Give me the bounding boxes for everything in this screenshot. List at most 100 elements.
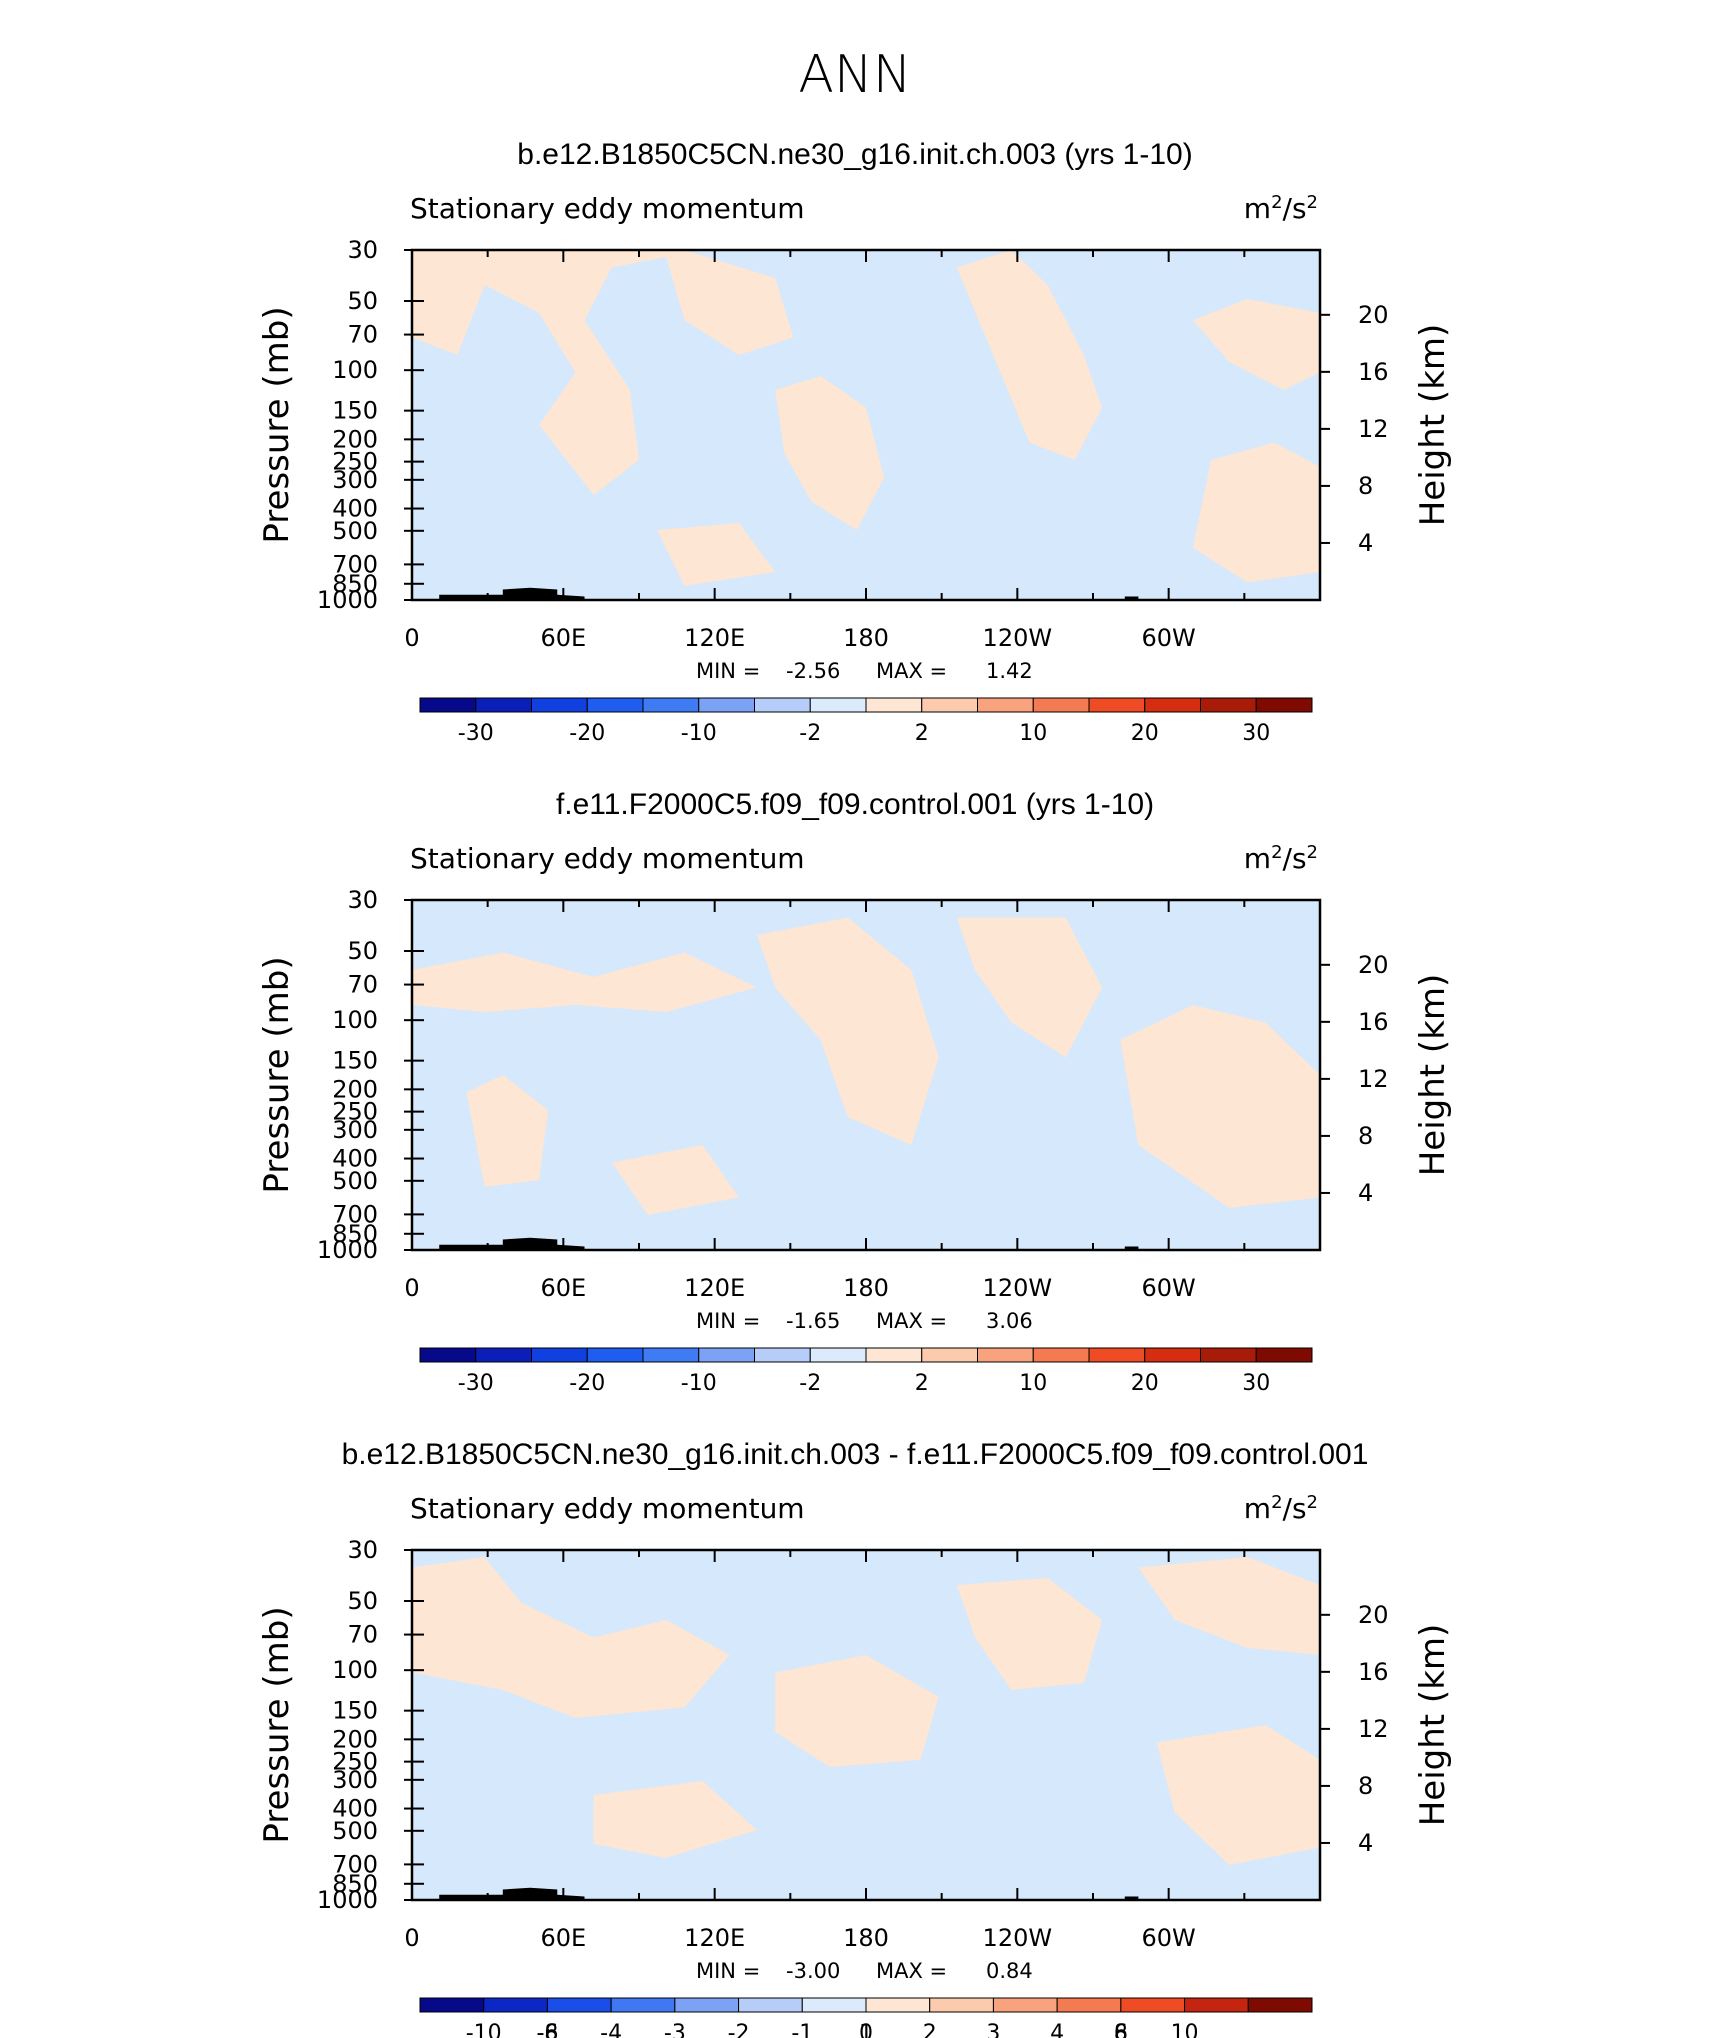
colorbar-tick-label: 2 (915, 721, 929, 746)
variable-label: Stationary eddy momentum (410, 1492, 805, 1525)
stat-max-label: MAX = (876, 1959, 947, 1983)
height-tick-label: 16 (1358, 1008, 1389, 1036)
y-axis-label-right: Height (km) (1413, 324, 1453, 527)
colorbar-tick-label: -10 (681, 721, 717, 746)
contour-fill-positive (412, 952, 758, 1012)
colorbar-swatch (977, 1347, 1034, 1363)
height-tick-label: 4 (1358, 1829, 1373, 1857)
contour-fill-positive (593, 1781, 758, 1858)
contour-fill-positive (775, 376, 885, 530)
stat-max-value: 3.06 (986, 1309, 1033, 1333)
colorbar-swatch (1144, 1347, 1201, 1363)
stat-min-label: MIN = (696, 1959, 760, 1983)
stat-max-label: MAX = (876, 659, 947, 683)
panel-3: b.e12.B1850C5CN.ne30_g16.init.ch.003 - f… (257, 1438, 1453, 1983)
y-tick-label: 850 (332, 1220, 378, 1248)
height-tick-label: 20 (1358, 951, 1389, 979)
y-tick-label: 250 (332, 1748, 378, 1776)
colorbar-tick-label: 10 (1171, 2021, 1199, 2038)
y-tick-label: 150 (332, 397, 378, 425)
y-tick-label: 150 (332, 1697, 378, 1725)
x-tick-label: 0 (404, 624, 419, 652)
stat-min-value: -1.65 (786, 1309, 840, 1333)
colorbar-swatch (419, 1347, 477, 1363)
y-tick-label: 100 (332, 1656, 378, 1684)
height-tick-label: 16 (1358, 358, 1389, 386)
colorbar-swatch (738, 1997, 803, 2013)
colorbar-swatch (1120, 1997, 1186, 2013)
colorbar-tick-label: 30 (1242, 721, 1270, 746)
contour-fill-group (412, 1557, 1320, 1865)
y-tick-label: 30 (347, 886, 378, 914)
colorbar-swatch (483, 1997, 548, 2013)
colorbar-swatch (642, 1347, 700, 1363)
x-tick-label: 60W (1142, 1924, 1196, 1952)
panel-1: b.e12.B1850C5CN.ne30_g16.init.ch.003 (yr… (257, 138, 1453, 683)
y-tick-label: 1000 (317, 1886, 378, 1914)
colorbar-tick-label: 6 (1114, 2021, 1128, 2038)
height-tick-label: 4 (1358, 1179, 1373, 1207)
colorbar-swatch (1255, 697, 1313, 713)
colorbar: -30 -20 -10 -2 2 10 20 30 (419, 1347, 1313, 1396)
colorbar-tick-label: -2 (799, 721, 821, 746)
contour-fill-positive (412, 1557, 730, 1718)
colorbar-tick-label: 2 (915, 1371, 929, 1396)
colorbar-swatch (1032, 1347, 1090, 1363)
colorbar-swatch (801, 1997, 867, 2013)
contour-fill-positive (1156, 1725, 1320, 1865)
y-tick-label: 250 (332, 448, 378, 476)
colorbar-swatch (865, 1997, 931, 2013)
colorbar-tick-label: -1 (791, 2021, 813, 2038)
x-tick-label: 60W (1142, 624, 1196, 652)
y-tick-label: 700 (332, 550, 378, 578)
y-tick-label: 300 (332, 1766, 378, 1794)
units-label: m2/s2 (1244, 1492, 1318, 1525)
units-label: m2/s2 (1244, 192, 1318, 225)
colorbar: -30 -20 -10 -2 2 10 20 30 (419, 697, 1313, 746)
x-tick-label: 180 (843, 1924, 889, 1952)
colorbar-tick-label: -10 (681, 1371, 717, 1396)
x-tick-label: 60E (540, 1924, 586, 1952)
colorbar-swatch (475, 1347, 532, 1363)
colorbar-swatch (929, 1997, 994, 2013)
topography (439, 587, 585, 600)
colorbar-swatch (1184, 1997, 1249, 2013)
colorbar-swatch (419, 697, 477, 713)
y-tick-label: 30 (347, 1536, 378, 1564)
y-tick-label: 200 (332, 1725, 378, 1753)
y-tick-label: 400 (332, 1795, 378, 1823)
contour-fill-positive (956, 917, 1103, 1058)
colorbar-swatch (674, 1997, 740, 2013)
colorbar-swatch (754, 1347, 811, 1363)
y-tick-label: 30 (347, 236, 378, 264)
colorbar-tick-label: 4 (1050, 2021, 1064, 2038)
height-tick-label: 12 (1358, 415, 1389, 443)
x-tick-label: 60E (540, 1274, 586, 1302)
height-tick-label: 12 (1358, 1065, 1389, 1093)
colorbar-tick-label: 20 (1131, 1371, 1159, 1396)
x-tick-label: 120E (684, 624, 745, 652)
y-tick-label: 700 (332, 1850, 378, 1878)
colorbar-tick-label: 10 (1019, 721, 1047, 746)
colorbar-swatch (1088, 697, 1146, 713)
colorbar-tick-label: -2 (799, 1371, 821, 1396)
y-tick-label: 100 (332, 356, 378, 384)
colorbar-swatch (586, 697, 644, 713)
y-tick-label: 500 (332, 517, 378, 545)
contour-fill-positive (1120, 1005, 1320, 1208)
contour-fill-group (412, 917, 1320, 1215)
colorbar-swatch (419, 1997, 485, 2013)
colorbar-tick-label: 1 (859, 2021, 873, 2038)
y-tick-label: 70 (347, 321, 378, 349)
colorbar-swatch (992, 1997, 1058, 2013)
y-tick-label: 200 (332, 1075, 378, 1103)
y-tick-label: 150 (332, 1047, 378, 1075)
x-tick-label: 120W (983, 624, 1053, 652)
contour-fill-positive (956, 250, 1103, 460)
colorbar-swatch (642, 697, 700, 713)
y-tick-label: 300 (332, 466, 378, 494)
y-axis-label: Pressure (mb) (257, 956, 297, 1193)
colorbar-swatch (1032, 697, 1090, 713)
height-tick-label: 8 (1358, 1122, 1373, 1150)
